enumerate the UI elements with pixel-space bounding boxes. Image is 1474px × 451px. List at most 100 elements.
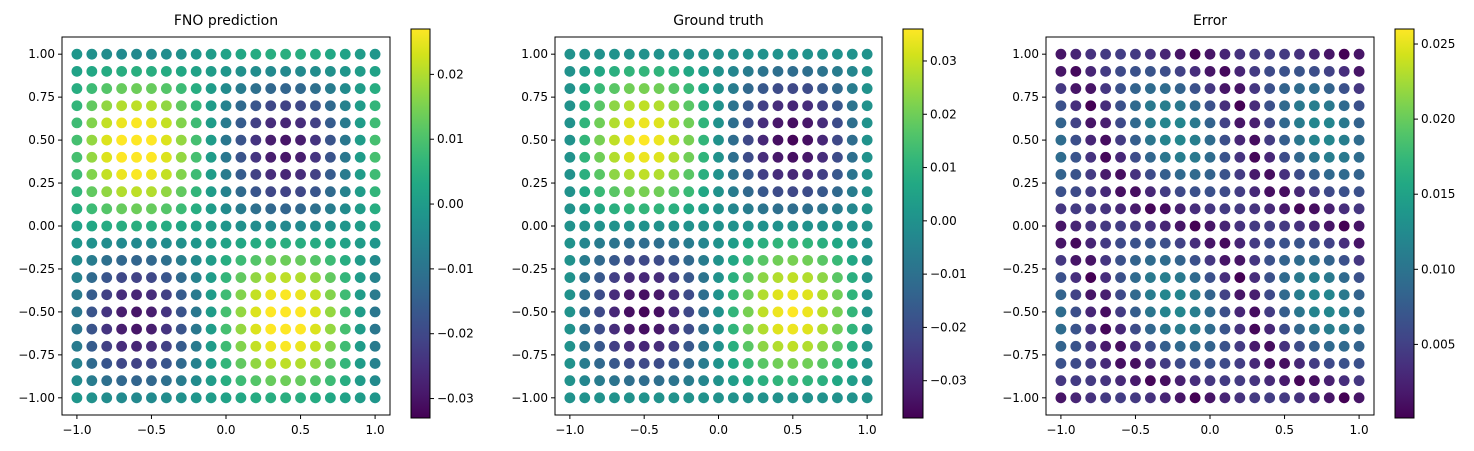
scatter-point: [846, 392, 858, 404]
scatter-point: [101, 340, 113, 352]
scatter-point: [1144, 358, 1156, 369]
scatter-point: [265, 186, 277, 198]
scatter-point: [564, 134, 576, 146]
scatter-point: [1204, 289, 1216, 301]
scatter-point: [579, 375, 591, 387]
scatter-point: [86, 323, 98, 335]
scatter-point: [1219, 100, 1231, 112]
scatter-point: [579, 237, 591, 249]
scatter-point: [1249, 306, 1261, 318]
scatter-point: [1144, 48, 1156, 60]
scatter-point: [1294, 220, 1305, 232]
scatter-point: [1174, 272, 1186, 283]
scatter-point: [1144, 392, 1156, 404]
scatter-point: [324, 151, 336, 163]
scatter-point: [1174, 340, 1186, 352]
scatter-point: [339, 340, 351, 352]
scatter-point: [190, 306, 202, 318]
scatter-point: [280, 186, 292, 198]
scatter-point: [1159, 254, 1171, 266]
scatter-point: [1219, 169, 1231, 180]
scatter-point: [609, 272, 620, 283]
scatter-point: [1353, 169, 1365, 180]
scatter-point: [280, 169, 292, 180]
scatter-point: [1130, 358, 1141, 369]
scatter-point: [1189, 272, 1201, 283]
scatter-point: [609, 323, 620, 335]
scatter-point: [1070, 237, 1082, 249]
scatter-point: [594, 48, 605, 60]
scatter-point: [1189, 358, 1201, 369]
scatter-point: [175, 134, 187, 146]
scatter-point: [131, 117, 142, 129]
scatter-point: [594, 306, 605, 318]
scatter-point: [160, 100, 172, 112]
scatter-point: [727, 220, 739, 232]
y-tick-label: −0.25: [511, 262, 548, 276]
scatter-point: [1189, 237, 1201, 249]
scatter-point: [1130, 83, 1141, 94]
scatter-point: [1234, 289, 1246, 301]
scatter-point: [86, 186, 98, 198]
scatter-point: [220, 340, 232, 352]
scatter-point: [175, 237, 187, 249]
scatter-point: [1159, 83, 1171, 94]
scatter-point: [1279, 48, 1290, 60]
scatter-point: [295, 134, 306, 146]
scatter-point: [295, 48, 306, 60]
scatter-point: [638, 134, 650, 146]
scatter-point: [205, 289, 217, 301]
scatter-point: [713, 323, 724, 335]
scatter-point: [1115, 254, 1126, 266]
scatter-point: [1070, 100, 1082, 112]
scatter-point: [861, 254, 873, 266]
scatter-point: [653, 358, 665, 369]
scatter-point: [1249, 65, 1261, 77]
scatter-point: [787, 134, 799, 146]
scatter-point: [250, 220, 262, 232]
scatter-point: [160, 151, 172, 163]
y-tick-label: −1.00: [511, 391, 548, 405]
scatter-point: [339, 151, 351, 163]
scatter-point: [668, 220, 680, 232]
scatter-point: [175, 203, 187, 215]
scatter-point: [861, 83, 873, 94]
scatter-point: [1279, 392, 1290, 404]
scatter-point: [235, 306, 247, 318]
colorbar-tick-label: 0.03: [930, 54, 957, 68]
scatter-point: [1055, 306, 1067, 318]
colorbar-tick-label: 0.02: [930, 107, 957, 121]
scatter-point: [846, 220, 858, 232]
scatter-point: [280, 134, 292, 146]
scatter-point: [653, 65, 665, 77]
scatter-point: [1204, 392, 1216, 404]
scatter-point: [1353, 151, 1365, 163]
scatter-point: [1264, 272, 1276, 283]
scatter-point: [1189, 203, 1201, 215]
scatter-point: [310, 169, 321, 180]
scatter-point: [310, 48, 321, 60]
scatter-point: [86, 83, 98, 94]
scatter-point: [727, 83, 739, 94]
scatter-point: [757, 289, 769, 301]
scatter-point: [817, 151, 828, 163]
scatter-point: [1055, 151, 1067, 163]
scatter-point: [1159, 203, 1171, 215]
scatter-point: [1308, 340, 1320, 352]
scatter-point: [623, 392, 635, 404]
scatter-point: [1070, 65, 1082, 77]
scatter-point: [339, 323, 351, 335]
scatter-point: [1085, 220, 1097, 232]
scatter-point: [1249, 203, 1261, 215]
scatter-point: [742, 323, 754, 335]
scatter-point: [1144, 203, 1156, 215]
scatter-point: [175, 392, 187, 404]
scatter-point: [86, 272, 98, 283]
scatter-point: [354, 100, 366, 112]
scatter-point: [727, 65, 739, 77]
scatter-point: [265, 289, 277, 301]
scatter-point: [71, 375, 83, 387]
scatter-point: [1130, 272, 1141, 283]
scatter-point: [594, 289, 605, 301]
scatter-point: [205, 375, 217, 387]
